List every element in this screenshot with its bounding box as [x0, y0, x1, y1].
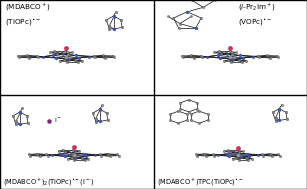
Text: (TiOPc)$^{\bullet-}$: (TiOPc)$^{\bullet-}$: [5, 17, 41, 28]
Text: (VOPc)$^{\bullet-}$: (VOPc)$^{\bullet-}$: [238, 17, 273, 28]
Text: (MDABCO$^+$): (MDABCO$^+$): [5, 2, 51, 13]
Text: I$^-$: I$^-$: [54, 116, 62, 125]
Text: (MDABCO$^+$)$_2$(TiOPc)$^{\bullet-}$(I$^-$): (MDABCO$^+$)$_2$(TiOPc)$^{\bullet-}$(I$^…: [3, 177, 95, 188]
Text: ($i$-Pr$_2$Im$^+$): ($i$-Pr$_2$Im$^+$): [238, 2, 276, 13]
Text: (MDABCO$^+$)TPC(TiOPc)$^{\bullet-}$: (MDABCO$^+$)TPC(TiOPc)$^{\bullet-}$: [157, 177, 243, 188]
